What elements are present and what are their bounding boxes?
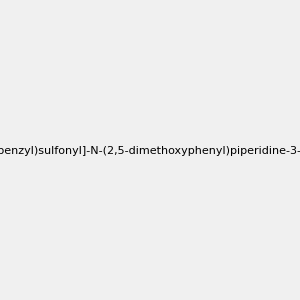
- Text: 1-[(2-chlorobenzyl)sulfonyl]-N-(2,5-dimethoxyphenyl)piperidine-3-carboxamide: 1-[(2-chlorobenzyl)sulfonyl]-N-(2,5-dime…: [0, 146, 300, 157]
